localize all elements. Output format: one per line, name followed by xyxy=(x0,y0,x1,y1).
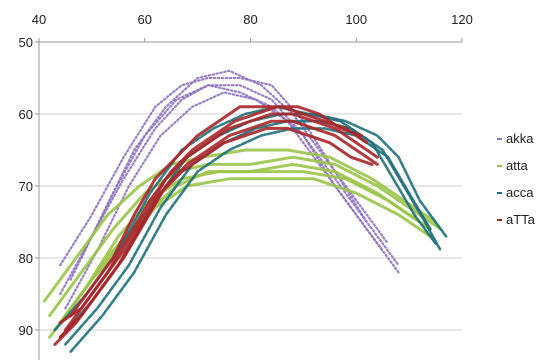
x-tick-label-120: 120 xyxy=(451,12,473,27)
y-tick-label-60: 60 xyxy=(19,107,33,122)
y-tick-label-80: 80 xyxy=(19,251,33,266)
y-tick-label-50: 50 xyxy=(19,35,33,50)
legend-label-acca: acca xyxy=(506,185,534,200)
legend: akka atta acca aTTa xyxy=(497,131,536,227)
x-tick-label-60: 60 xyxy=(138,12,152,27)
legend-label-atta: atta xyxy=(506,158,528,173)
series-line-aTTa-3 xyxy=(63,105,363,332)
legend-label-aTTa: aTTa xyxy=(506,212,536,227)
series-line-aTTa-5 xyxy=(69,105,369,318)
x-tick-label-40: 40 xyxy=(32,12,46,27)
x-axis-ticks: 40 60 80 100 120 xyxy=(32,12,473,42)
series-line-acca-3 xyxy=(53,105,437,332)
y-axis-ticks: 50 60 70 80 90 xyxy=(19,35,39,338)
x-tick-label-100: 100 xyxy=(345,12,367,27)
y-tick-label-70: 70 xyxy=(19,179,33,194)
x-tick-label-80: 80 xyxy=(243,12,257,27)
series-atta xyxy=(42,148,443,339)
series-akka xyxy=(59,69,400,310)
series-line-atta-1 xyxy=(48,155,443,318)
series-line-akka-5 xyxy=(64,91,384,310)
plot-area xyxy=(42,69,448,353)
series-line-akka-4 xyxy=(80,84,368,260)
legend-label-akka: akka xyxy=(506,131,534,146)
series-line-acca-4 xyxy=(69,127,432,353)
y-tick-label-90: 90 xyxy=(19,323,33,338)
series-line-aTTa-4 xyxy=(53,126,374,346)
series-aTTa xyxy=(53,105,379,346)
series-line-atta-5 xyxy=(48,162,422,339)
